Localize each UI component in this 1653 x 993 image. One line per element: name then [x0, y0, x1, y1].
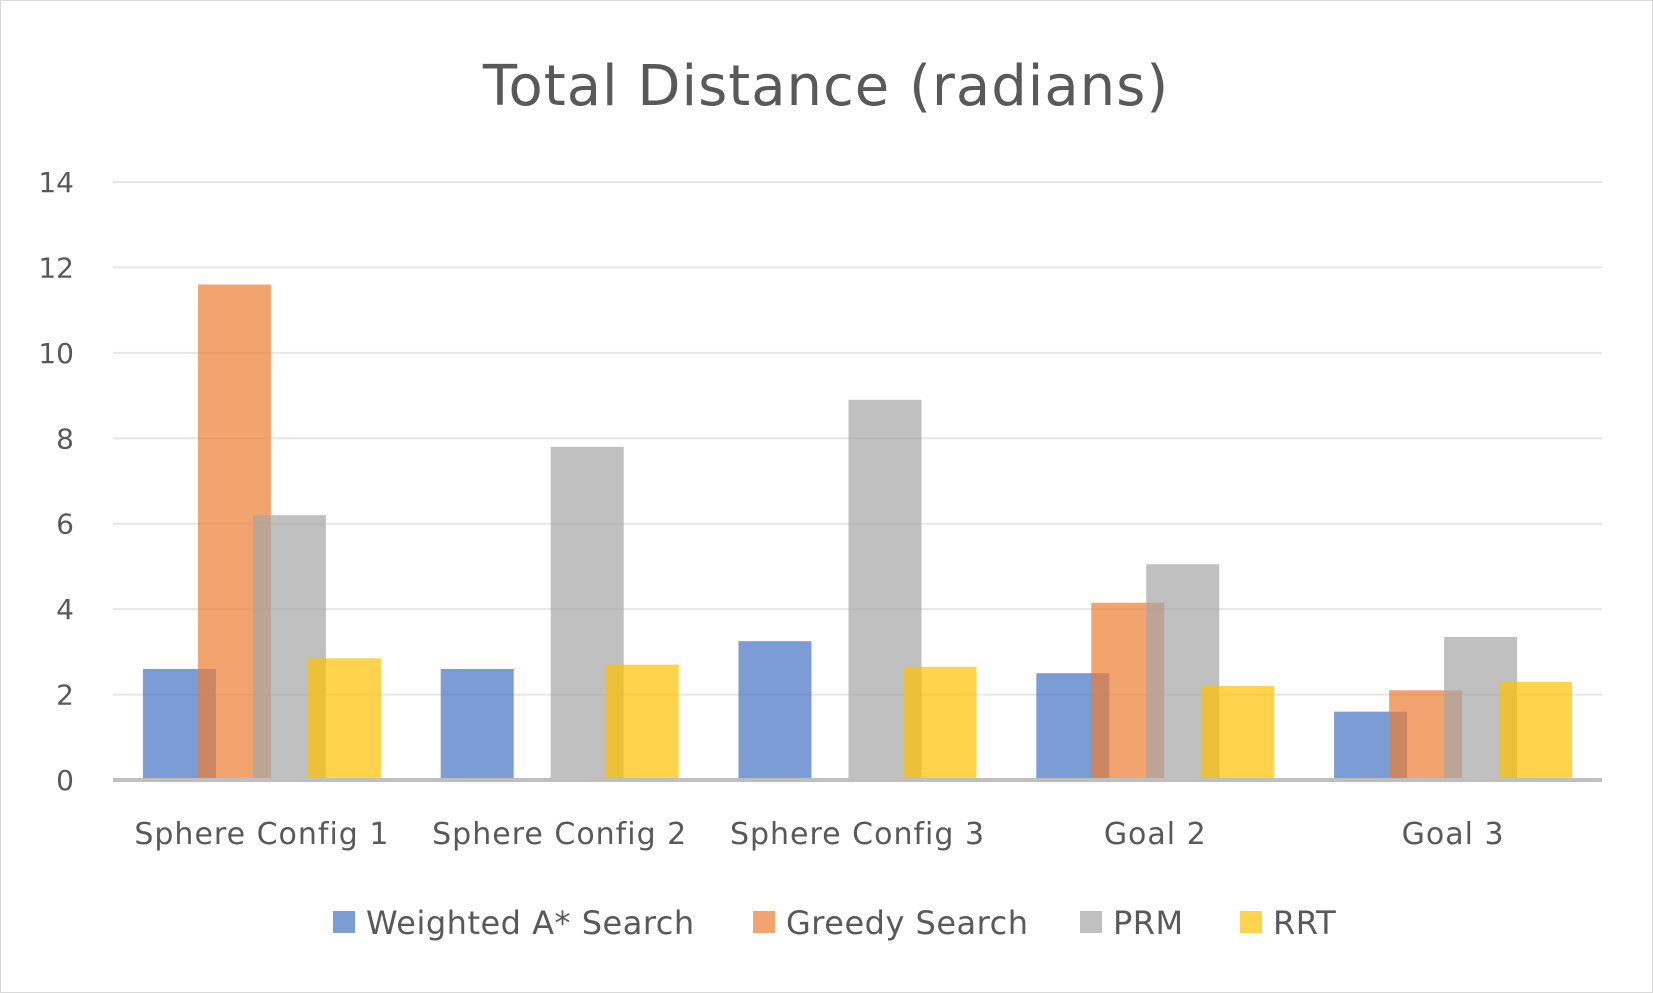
- y-tick-label: 6: [56, 508, 74, 541]
- legend-label: Weighted A* Search: [366, 904, 695, 942]
- legend-swatch: [333, 911, 355, 933]
- legend-label: RRT: [1273, 904, 1336, 942]
- y-axis-ticks: 0 2 4 6 8 10 12 14: [38, 166, 74, 797]
- bar-rrt-5: [1499, 681, 1573, 780]
- legend-swatch: [753, 911, 775, 933]
- y-tick-label: 4: [56, 593, 74, 626]
- bar-rrt-3: [903, 666, 977, 780]
- bar-rrt-4: [1201, 686, 1275, 780]
- y-tick-label: 14: [38, 166, 74, 199]
- x-category-label: Sphere Config 3: [730, 817, 985, 852]
- bars: [142, 284, 1573, 780]
- bar-weighted-a-search-3: [738, 641, 812, 780]
- bar-rrt-1: [307, 658, 381, 780]
- y-tick-label: 12: [38, 251, 74, 284]
- x-category-label: Goal 3: [1402, 817, 1505, 852]
- legend-label: Greedy Search: [786, 904, 1028, 942]
- legend-swatch: [1240, 911, 1262, 933]
- legend-swatch: [1080, 911, 1102, 933]
- y-tick-label: 0: [56, 764, 74, 797]
- x-category-label: Sphere Config 1: [134, 817, 389, 852]
- legend: Weighted A* Search Greedy Search PRM RRT: [333, 904, 1336, 942]
- y-tick-label: 10: [38, 337, 74, 370]
- y-tick-label: 2: [56, 679, 74, 712]
- legend-label: PRM: [1113, 904, 1184, 942]
- x-axis-categories: Sphere Config 1 Sphere Config 2 Sphere Con…: [134, 817, 1505, 852]
- x-category-label: Goal 2: [1104, 817, 1207, 852]
- bar-rrt-2: [605, 664, 679, 780]
- chart-title: Total Distance (radians): [482, 54, 1169, 119]
- y-tick-label: 8: [56, 422, 74, 455]
- x-category-label: Sphere Config 2: [432, 817, 687, 852]
- bar-weighted-a-search-2: [440, 668, 514, 780]
